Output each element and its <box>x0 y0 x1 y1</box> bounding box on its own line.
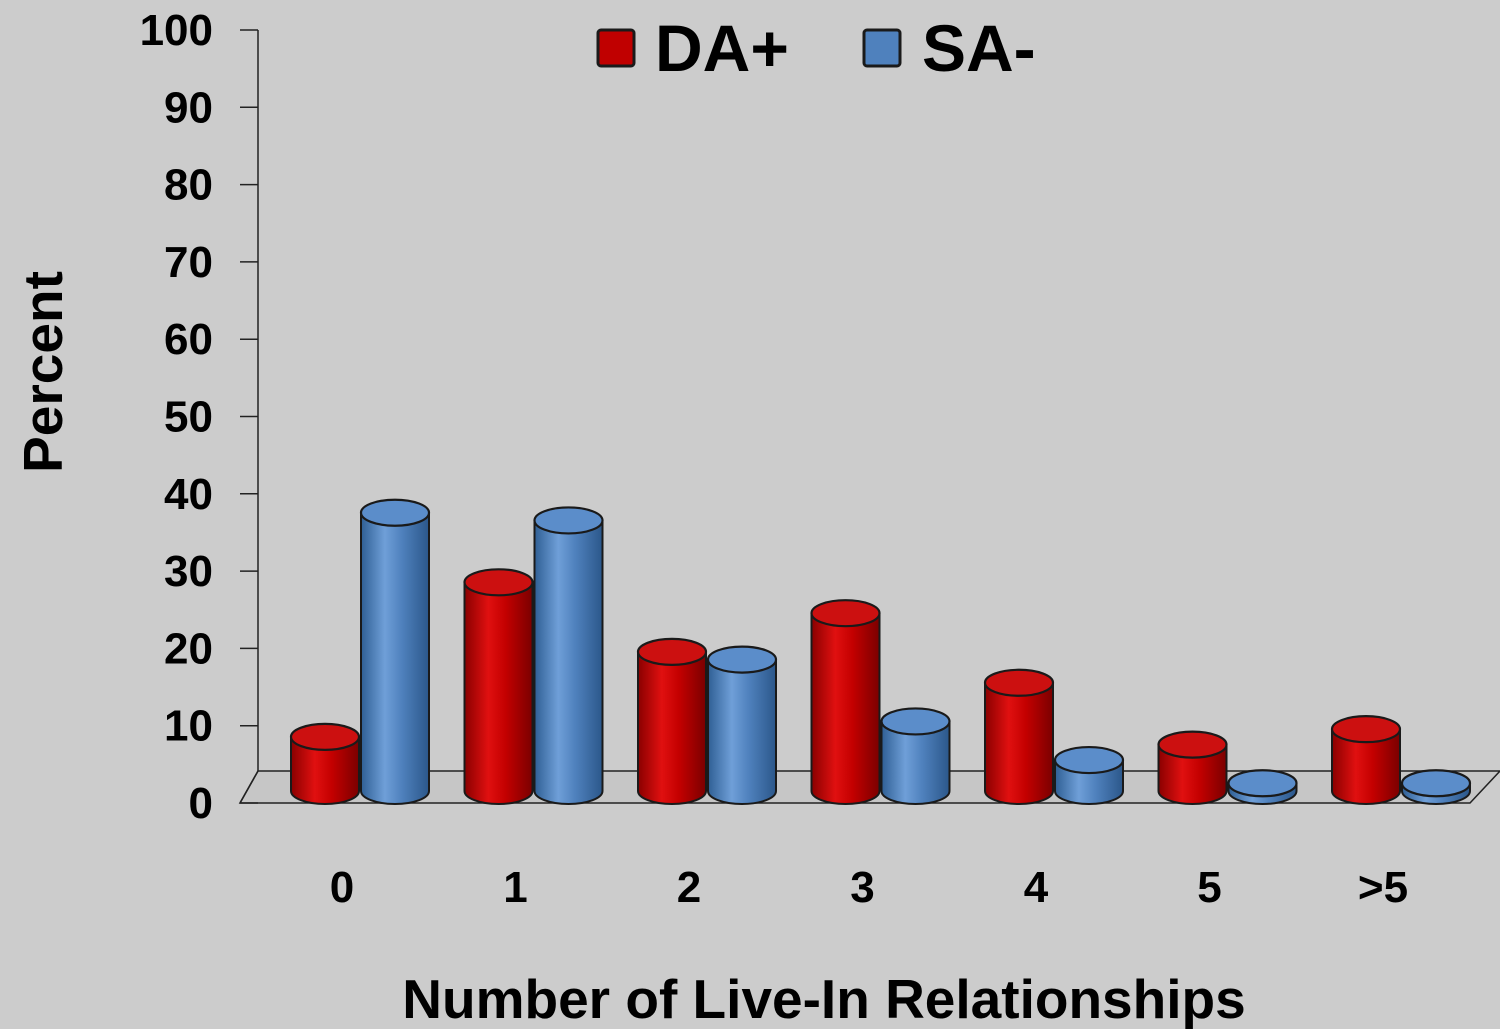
y-tick-label: 70 <box>164 238 213 287</box>
bar-da-plus <box>810 599 881 805</box>
x-tick-label: 1 <box>503 863 527 912</box>
x-tick-label: 4 <box>1024 863 1049 912</box>
bar-da-plus <box>636 637 708 805</box>
y-axis-title: Percent <box>12 271 74 473</box>
bar-sa-minus <box>706 645 778 805</box>
y-tick-label: 10 <box>164 702 213 751</box>
y-tick-label: 60 <box>164 315 213 364</box>
legend-label: SA- <box>922 11 1036 85</box>
x-tick-label: 2 <box>677 863 701 912</box>
legend-swatch <box>862 28 902 68</box>
bar-da-plus <box>463 568 534 805</box>
x-tick-label: >5 <box>1358 863 1408 912</box>
bar-sa-minus <box>1227 769 1298 805</box>
bar-sa-minus <box>533 506 604 805</box>
y-tick-label: 20 <box>164 624 213 673</box>
y-axis-depth-line <box>239 770 259 804</box>
y-tick-label: 30 <box>164 547 213 596</box>
y-tick-label: 80 <box>164 161 213 210</box>
y-tick-label: 0 <box>189 779 213 828</box>
bar-da-plus <box>983 668 1055 805</box>
x-tick-label: 0 <box>330 863 354 912</box>
bar-sa-minus <box>359 498 431 805</box>
x-tick-label: 3 <box>850 863 874 912</box>
legend-label: DA+ <box>655 11 789 85</box>
bar-sa-minus <box>1400 769 1472 805</box>
bar-da-plus <box>1157 730 1228 805</box>
y-tick-label: 40 <box>164 470 213 519</box>
bar-da-plus <box>289 722 361 805</box>
bar-sa-minus <box>1053 745 1125 805</box>
x-axis-title: Number of Live-In Relationships <box>402 968 1245 1029</box>
y-tick-label: 100 <box>140 6 213 55</box>
x-tick-label: 5 <box>1197 863 1221 912</box>
y-tick-label: 90 <box>164 83 213 132</box>
legend-swatch <box>596 28 636 68</box>
bar-sa-minus <box>880 707 951 805</box>
y-tick-label: 50 <box>164 393 213 442</box>
bar-da-plus <box>1330 715 1402 805</box>
